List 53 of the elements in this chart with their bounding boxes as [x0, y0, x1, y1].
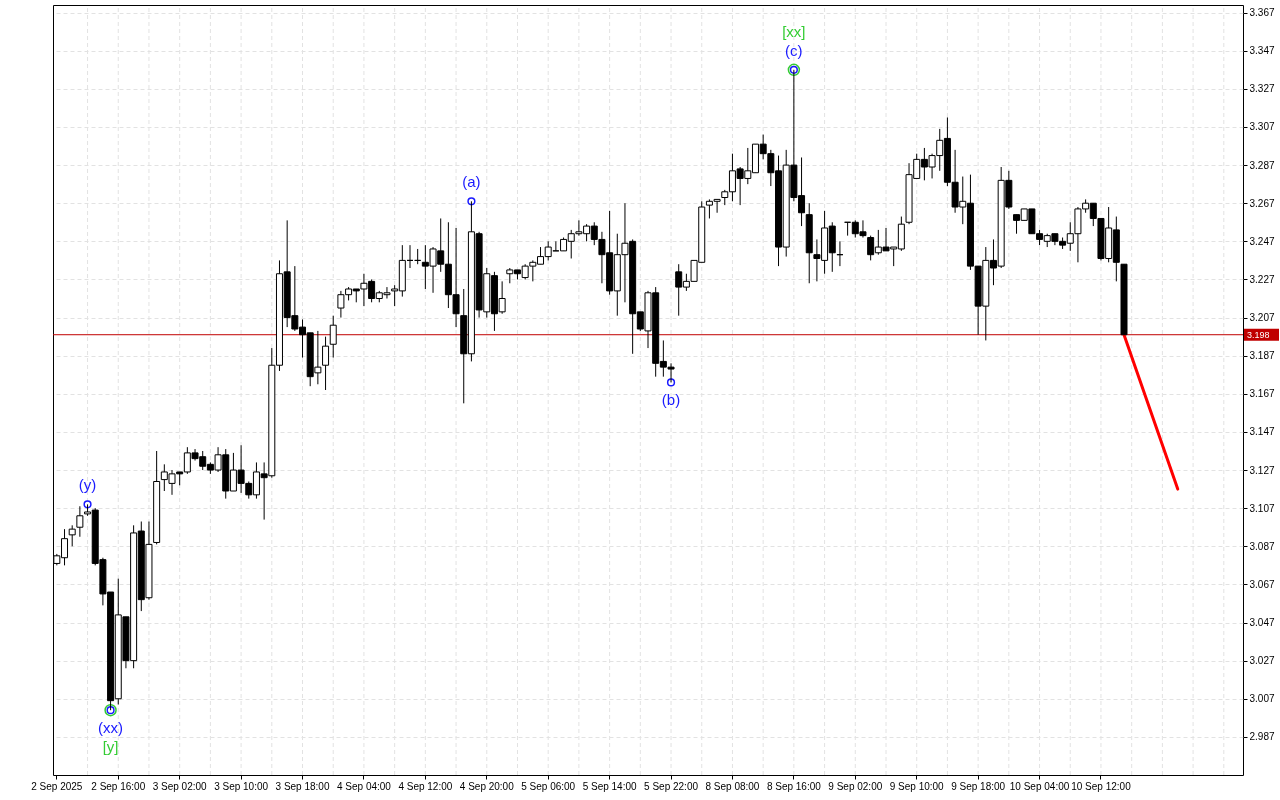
point — [83, 500, 92, 509]
ref-line-label: 3.198 — [1247, 329, 1270, 340]
data-label: [xx] — [782, 22, 806, 40]
y-tick-label: 3.047 — [1249, 617, 1275, 629]
x-tick-label: 2 Sep 16:00 — [91, 780, 146, 792]
x-tick-label: 2 Sep 2025 — [31, 780, 83, 792]
x-tick-label: 10 Sep 12:00 — [1071, 780, 1132, 792]
candlestick — [322, 336, 330, 391]
x-tick-label: 5 Sep 06:00 — [521, 780, 576, 792]
y-tick-label: 3.007 — [1249, 693, 1275, 705]
x-tick-label: 9 Sep 18:00 — [951, 780, 1006, 792]
x-tick-label: 3 Sep 18:00 — [275, 780, 330, 792]
y-tick-label: 3.127 — [1249, 464, 1275, 476]
x-tick-label: 5 Sep 14:00 — [582, 780, 638, 792]
x-tick-label: 4 Sep 04:00 — [336, 780, 392, 792]
y-tick-label: 3.067 — [1249, 578, 1275, 590]
y-tick-label: 3.247 — [1249, 235, 1275, 247]
data-label: (y) — [78, 476, 97, 494]
y-tick-label: 3.187 — [1249, 350, 1275, 362]
y-tick-label: 3.027 — [1249, 655, 1275, 667]
x-tick-label: 4 Sep 20:00 — [459, 780, 515, 792]
y-tick-label: 3.227 — [1249, 273, 1275, 285]
data-label: (b) — [661, 391, 681, 409]
candlestick — [68, 524, 76, 547]
y-tick-label: 3.147 — [1249, 426, 1275, 438]
y-tick-label: 3.167 — [1249, 388, 1275, 400]
y-tick-label: 3.287 — [1249, 159, 1275, 171]
x-tick-label: 4 Sep 12:00 — [398, 780, 453, 792]
y-tick-label: 3.087 — [1249, 540, 1275, 552]
data-label: (xx) — [98, 719, 124, 737]
x-tick-label: 9 Sep 10:00 — [889, 780, 945, 792]
y-tick-label: 3.367 — [1249, 7, 1275, 19]
x-tick-label: 8 Sep 08:00 — [705, 780, 760, 792]
x-tick-label: 8 Sep 16:00 — [766, 780, 822, 792]
x-tick-label: 10 Sep 04:00 — [1009, 780, 1070, 792]
y-tick-label: 3.327 — [1249, 83, 1275, 95]
x-tick-label: 5 Sep 22:00 — [644, 780, 699, 792]
y-tick-label: 3.267 — [1249, 197, 1275, 209]
x-tick-label: 3 Sep 02:00 — [152, 780, 208, 792]
candlestick — [76, 505, 84, 538]
point — [666, 378, 676, 387]
y-tick-label: 3.307 — [1249, 121, 1275, 133]
y-tick-label: 3.107 — [1249, 502, 1275, 514]
data-label: (a) — [462, 173, 481, 191]
y-tick-label: 3.347 — [1249, 45, 1275, 57]
x-tick-label: 9 Sep 02:00 — [828, 780, 883, 792]
y-tick-label: 2.987 — [1249, 731, 1275, 743]
y-tick-label: 3.207 — [1249, 312, 1275, 324]
data-label: [y] — [102, 738, 119, 756]
candlestick — [329, 315, 337, 359]
x-tick-label: 3 Sep 10:00 — [214, 780, 269, 792]
point — [467, 197, 476, 206]
data-label: (c) — [785, 41, 803, 59]
